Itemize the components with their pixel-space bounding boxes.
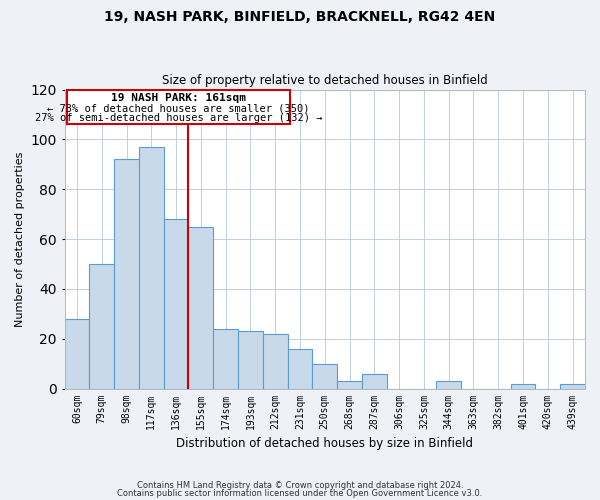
Text: Contains public sector information licensed under the Open Government Licence v3: Contains public sector information licen… [118,488,482,498]
Bar [188,226,213,388]
Title: Size of property relative to detached houses in Binfield: Size of property relative to detached ho… [162,74,488,87]
Text: Contains HM Land Registry data © Crown copyright and database right 2024.: Contains HM Land Registry data © Crown c… [137,481,463,490]
Bar [213,329,238,388]
Bar [263,334,287,388]
Bar [114,160,139,388]
Bar [337,381,362,388]
Bar [362,374,387,388]
Text: 19, NASH PARK, BINFIELD, BRACKNELL, RG42 4EN: 19, NASH PARK, BINFIELD, BRACKNELL, RG42… [104,10,496,24]
Bar [89,264,114,388]
X-axis label: Distribution of detached houses by size in Binfield: Distribution of detached houses by size … [176,437,473,450]
Text: 27% of semi-detached houses are larger (132) →: 27% of semi-detached houses are larger (… [35,113,322,123]
Bar [287,348,313,389]
Bar [436,381,461,388]
Bar [164,219,188,388]
Bar [65,319,89,388]
Bar [238,331,263,388]
FancyBboxPatch shape [67,90,290,124]
Bar [313,364,337,388]
Text: ← 73% of detached houses are smaller (350): ← 73% of detached houses are smaller (35… [47,104,310,114]
Y-axis label: Number of detached properties: Number of detached properties [15,152,25,326]
Bar [560,384,585,388]
Text: 19 NASH PARK: 161sqm: 19 NASH PARK: 161sqm [111,94,246,104]
Bar [511,384,535,388]
Bar [139,147,164,388]
